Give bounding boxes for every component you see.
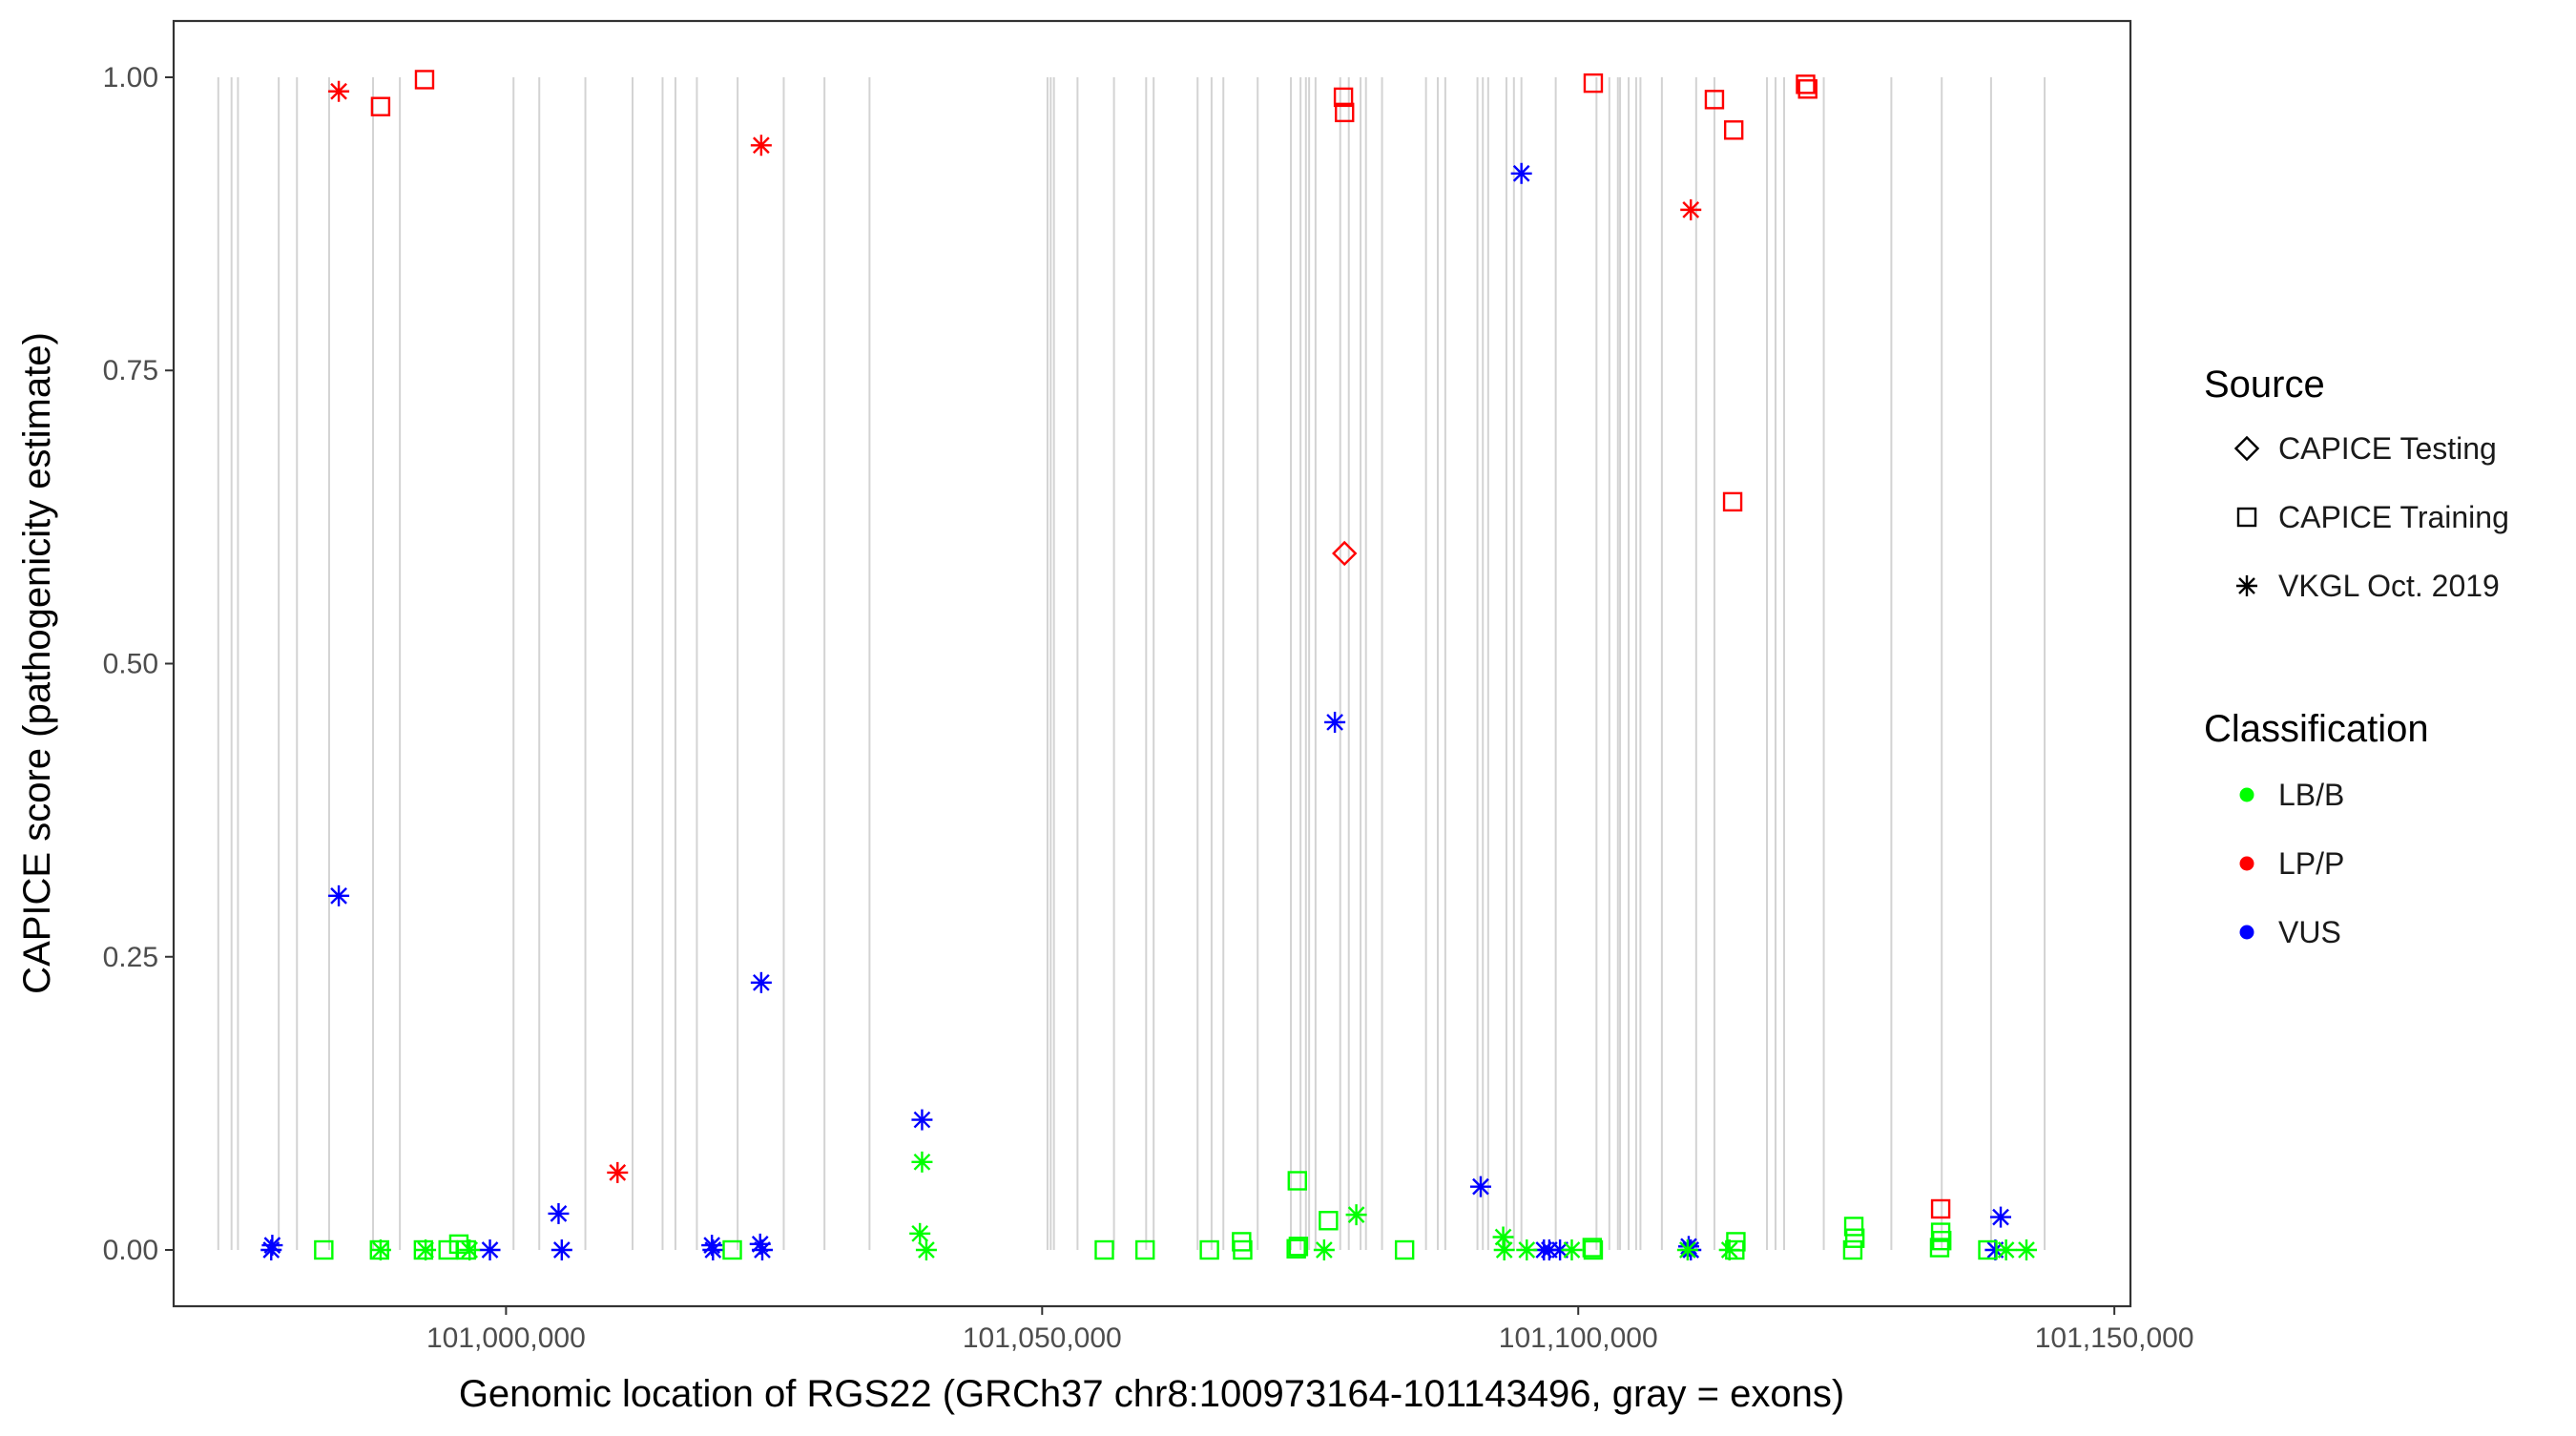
legend-label: VKGL Oct. 2019 xyxy=(2278,569,2500,603)
x-tick-label: 101,000,000 xyxy=(426,1322,586,1354)
y-tick-label: 0.25 xyxy=(103,942,158,973)
data-point xyxy=(459,1239,481,1261)
data-point xyxy=(1233,1239,1253,1260)
data-point xyxy=(414,70,435,90)
data-point xyxy=(1333,87,1354,108)
data-point xyxy=(548,1202,570,1224)
data-point xyxy=(750,971,772,993)
legend-key-dot-icon xyxy=(2239,856,2254,871)
data-point xyxy=(1094,1239,1114,1260)
data-point xyxy=(1990,1206,2012,1228)
x-tick-label: 101,100,000 xyxy=(1499,1322,1658,1354)
data-point xyxy=(1680,198,1702,220)
data-point xyxy=(1516,1239,1538,1261)
data-point xyxy=(1335,102,1355,123)
data-point xyxy=(551,1239,572,1261)
data-point xyxy=(1723,120,1744,140)
legend-source-title: Source xyxy=(2204,364,2325,406)
data-point xyxy=(915,1239,937,1261)
legend-label: LP/P xyxy=(2278,846,2344,881)
legend-key-asterisk-icon xyxy=(2236,575,2257,596)
data-point xyxy=(909,1222,931,1244)
data-point xyxy=(260,1239,282,1261)
data-point xyxy=(751,1239,773,1261)
data-point xyxy=(1345,1204,1367,1226)
data-points xyxy=(260,70,2037,1261)
data-point xyxy=(1469,1176,1491,1197)
x-axis-title: Genomic location of RGS22 (GRCh37 chr8:1… xyxy=(459,1373,1844,1415)
data-point xyxy=(1583,73,1604,94)
data-point xyxy=(314,1239,334,1260)
data-point xyxy=(1288,1237,1309,1257)
legend: Source Classification CAPICE Testing CAPI… xyxy=(2204,364,2509,949)
data-point xyxy=(1978,1239,1998,1260)
data-point xyxy=(328,884,350,906)
x-tick-label: 101,050,000 xyxy=(963,1322,1122,1354)
y-tick-label: 0.00 xyxy=(103,1235,158,1266)
axes: 0.00 0.25 0.50 0.75 1.00 101,000,000 101,050,0… xyxy=(103,62,2194,1354)
data-point xyxy=(1676,1239,1698,1261)
legend-label: CAPICE Testing xyxy=(2278,431,2497,466)
data-point xyxy=(1929,1238,1950,1258)
data-point xyxy=(911,1151,933,1173)
data-point xyxy=(911,1109,933,1131)
data-point xyxy=(1932,1230,1952,1251)
exon-lines xyxy=(217,76,2046,1251)
data-point xyxy=(1287,1171,1307,1191)
plot-background xyxy=(174,21,2130,1306)
data-point xyxy=(1313,1239,1335,1261)
data-point xyxy=(1583,1239,1604,1260)
data-point xyxy=(1995,1239,2017,1261)
data-point xyxy=(1844,1228,1865,1248)
data-point xyxy=(1704,90,1725,110)
x-tick-label: 101,150,000 xyxy=(2035,1322,2194,1354)
data-point xyxy=(479,1239,501,1261)
data-point xyxy=(413,1239,434,1260)
legend-key-square-icon xyxy=(2236,507,2257,528)
data-point xyxy=(1332,540,1358,567)
data-point xyxy=(750,135,772,156)
data-point xyxy=(1842,1239,1863,1260)
data-point xyxy=(1797,79,1818,99)
data-point xyxy=(1134,1239,1155,1260)
data-point xyxy=(369,1239,389,1260)
data-point xyxy=(1796,74,1816,94)
legend-key-dot-icon xyxy=(2239,925,2254,940)
data-point xyxy=(1286,1238,1306,1259)
legend-class-title: Classification xyxy=(2204,708,2429,750)
data-point xyxy=(1199,1239,1219,1260)
data-point xyxy=(607,1161,629,1183)
data-point xyxy=(1394,1239,1415,1260)
data-point xyxy=(2015,1239,2037,1261)
legend-label: CAPICE Training xyxy=(2278,500,2509,534)
legend-label: LB/B xyxy=(2278,778,2344,812)
y-tick-label: 1.00 xyxy=(103,62,158,94)
data-point xyxy=(1561,1239,1583,1261)
y-axis-title: CAPICE score (pathogenicity estimate) xyxy=(16,332,58,994)
data-point xyxy=(1725,1239,1745,1260)
data-point xyxy=(456,1239,477,1260)
data-point xyxy=(370,96,391,116)
data-point xyxy=(1843,1217,1864,1237)
data-point xyxy=(722,1239,742,1260)
data-point xyxy=(1319,1211,1339,1231)
legend-key-dot-icon xyxy=(2239,787,2254,802)
y-tick-label: 0.75 xyxy=(103,355,158,386)
data-point xyxy=(1722,491,1743,512)
data-point xyxy=(1493,1239,1515,1261)
legend-key-diamond-icon xyxy=(2233,435,2260,462)
data-point xyxy=(328,80,350,102)
data-point xyxy=(1324,711,1346,733)
data-point xyxy=(1930,1198,1951,1219)
y-tick-label: 0.50 xyxy=(103,649,158,680)
data-point xyxy=(702,1239,724,1261)
legend-label: VUS xyxy=(2278,915,2341,949)
data-point xyxy=(1510,162,1532,184)
